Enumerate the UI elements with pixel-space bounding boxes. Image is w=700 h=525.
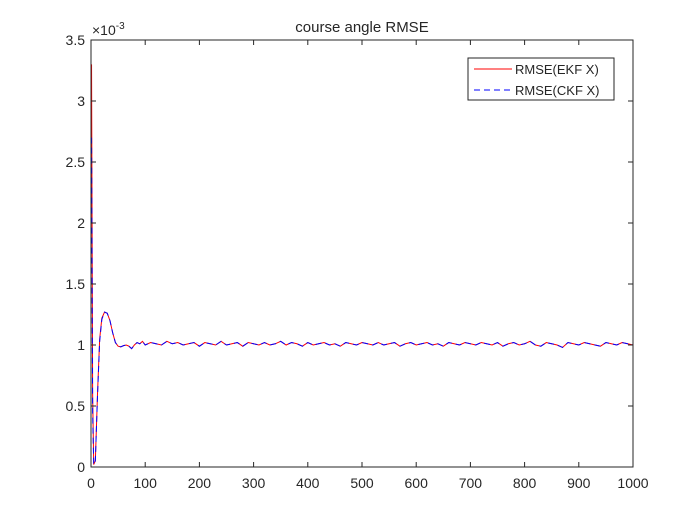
series-line-ckf	[91, 137, 634, 465]
y-tick-label: 1.5	[66, 276, 86, 292]
x-axis-ticks: 0 100 200 300 400 500 600 700 800 900 1000	[87, 40, 649, 491]
x-tick-label: 1000	[617, 475, 648, 491]
x-tick-label: 300	[242, 475, 266, 491]
x-tick-label: 800	[513, 475, 537, 491]
x-tick-label: 900	[567, 475, 591, 491]
y-tick-label: 2.5	[66, 154, 86, 170]
x-tick-label: 0	[87, 475, 95, 491]
x-tick-label: 100	[134, 475, 158, 491]
axes-background	[91, 40, 633, 467]
y-tick-label: 3	[77, 93, 85, 109]
x-tick-label: 700	[459, 475, 483, 491]
y-tick-label: 1	[77, 337, 85, 353]
y-axis-ticks: 0 0.5 1 1.5 2 2.5 3 3.5	[66, 32, 633, 475]
legend-box	[467, 57, 615, 101]
x-tick-label: 500	[350, 475, 374, 491]
x-tick-label: 200	[188, 475, 212, 491]
legend: RMSE(EKF X) RMSE(CKF X)	[467, 57, 615, 101]
x-tick-label: 400	[296, 475, 320, 491]
y-tick-label: 2	[77, 215, 85, 231]
y-tick-label: 0.5	[66, 398, 86, 414]
y-exponent-base: ×10	[92, 22, 116, 38]
x-tick-label: 600	[405, 475, 429, 491]
legend-label-ckf: RMSE(CKF X)	[515, 83, 600, 98]
y-exponent-label: ×10-3	[92, 21, 125, 38]
svg-text:×10-3: ×10-3	[92, 21, 125, 38]
y-tick-label: 3.5	[66, 32, 86, 48]
legend-label-ekf: RMSE(EKF X)	[515, 62, 599, 77]
y-exponent-value: -3	[116, 21, 125, 32]
chart-title: course angle RMSE	[295, 19, 428, 36]
plot-area	[90, 39, 634, 468]
series-layer	[91, 64, 634, 465]
y-tick-label: 0	[77, 459, 85, 475]
